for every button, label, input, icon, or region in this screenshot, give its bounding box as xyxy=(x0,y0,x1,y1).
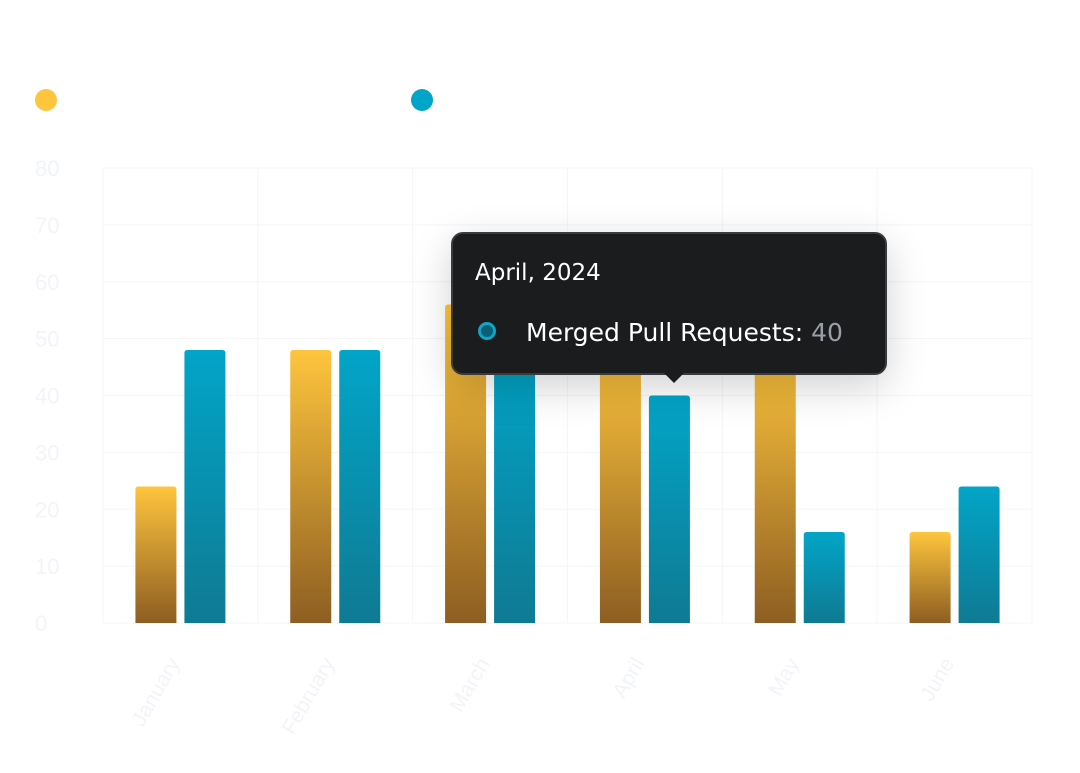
bar-series-1-february[interactable] xyxy=(290,350,332,623)
tooltip-series-row: Merged Pull Requests: 40 xyxy=(526,318,843,347)
x-tick-label-may: May xyxy=(764,654,804,700)
x-tick-label-april: April xyxy=(608,654,649,702)
x-tick-label-january: January xyxy=(127,654,185,731)
bar-series-1-march[interactable] xyxy=(445,304,487,624)
y-tick-label: 80 xyxy=(35,156,59,181)
y-tick-label: 10 xyxy=(35,554,59,579)
tooltip-series-dot-icon xyxy=(478,322,496,340)
bar-series-2-march[interactable] xyxy=(494,350,536,623)
chart-tooltip: April, 2024 Merged Pull Requests: 40 xyxy=(451,232,887,383)
y-tick-label: 20 xyxy=(35,497,59,522)
bar-series-1-may[interactable] xyxy=(754,350,796,623)
bar-series-2-february[interactable] xyxy=(339,350,381,623)
legend-dot-series-1[interactable] xyxy=(35,89,57,111)
tooltip-title: April, 2024 xyxy=(475,260,601,286)
bar-series-1-june[interactable] xyxy=(909,532,951,623)
legend-dot-series-2[interactable] xyxy=(411,89,433,111)
y-axis-ticks: 0 10 20 30 40 50 60 70 80 xyxy=(35,156,59,636)
bar-series-1-january[interactable] xyxy=(135,486,177,624)
bar-series-2-january[interactable] xyxy=(184,350,226,623)
y-tick-label: 60 xyxy=(35,270,59,295)
x-tick-label-march: March xyxy=(445,654,494,716)
x-tick-label-february: February xyxy=(278,654,340,739)
x-axis-ticks: January February March April May June xyxy=(127,654,958,739)
bar-series-2-june[interactable] xyxy=(958,486,1000,624)
bar-series-2-may[interactable] xyxy=(803,532,845,623)
y-tick-label: 30 xyxy=(35,440,59,465)
x-tick-label-june: June xyxy=(916,654,959,705)
y-tick-label: 40 xyxy=(35,384,59,409)
bar-series-1-april[interactable] xyxy=(599,350,641,623)
bar-series-2-april[interactable] xyxy=(648,395,690,624)
y-tick-label: 70 xyxy=(35,213,59,238)
y-tick-label: 50 xyxy=(35,327,59,352)
tooltip-series-label: Merged Pull Requests: xyxy=(526,318,804,347)
y-tick-label: 0 xyxy=(35,611,47,636)
tooltip-series-value: 40 xyxy=(811,318,843,347)
bars xyxy=(135,304,1000,624)
tooltip-arrow xyxy=(664,373,684,383)
